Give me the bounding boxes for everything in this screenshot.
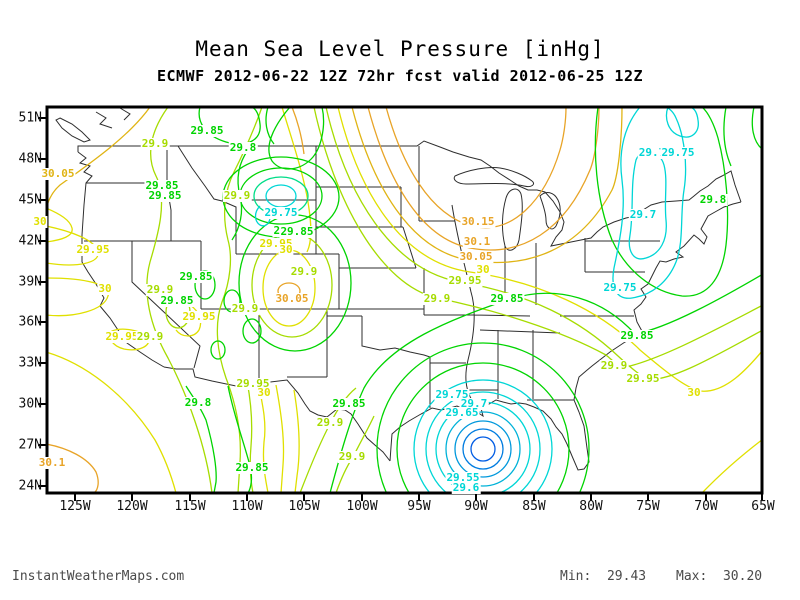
contour-label: 29.85	[144, 179, 180, 192]
contour-label: 30	[256, 386, 272, 399]
contour-label: 29.75	[660, 146, 696, 159]
contour-label: 30.05	[458, 250, 494, 263]
contour-label: 30	[278, 243, 294, 256]
contour-label: 30.05	[274, 292, 310, 305]
contour-label: 30.05	[40, 167, 76, 180]
contour-label: 29.85	[147, 189, 183, 202]
contour-label: 29.95	[181, 310, 217, 323]
contour-label: 30	[475, 263, 491, 276]
lat-tick-label: 24N	[18, 478, 42, 494]
contour-label: 29.55	[445, 471, 481, 484]
contour-label: 30.15	[460, 215, 496, 228]
contour-label: 29.95	[75, 243, 111, 256]
lon-tick-label: 125W	[59, 499, 91, 514]
contour-label: 29.85	[619, 329, 655, 342]
lon-tick-label: 75W	[636, 499, 660, 514]
contour-label: 29.9	[222, 189, 252, 202]
contour-label: 29.9	[140, 137, 170, 150]
contour-label: 29.7	[628, 208, 658, 221]
contour-label: 29.9	[337, 450, 367, 463]
contour-label: 29.85	[189, 124, 225, 137]
contour-label: 30	[97, 282, 113, 295]
lat-tick-label: 30N	[18, 396, 42, 412]
contour-label: 29.95	[235, 377, 271, 390]
lon-tick-label: 90W	[464, 499, 488, 514]
contours-blue	[445, 411, 521, 487]
contour-label: 29.9	[289, 265, 319, 278]
lon-tick-label: 120W	[116, 499, 148, 514]
contour-label: 29.75	[263, 206, 299, 219]
contours-cyan	[254, 107, 699, 493]
contour-label: 29.9	[145, 283, 175, 296]
lat-tick-label: 33N	[18, 355, 42, 371]
contour-label: 29.85	[489, 292, 525, 305]
map-subtitle: ECMWF 2012-06-22 12Z 72hr fcst valid 201…	[156, 67, 644, 85]
lon-tick-label: 105W	[288, 499, 320, 514]
contour-label: 29.85	[159, 294, 195, 307]
lon-tick-label: 115W	[174, 499, 206, 514]
contour-label: 29.9	[315, 416, 345, 429]
contours-yellow	[47, 107, 762, 493]
lon-tick-label: 65W	[751, 499, 775, 514]
lon-tick-label: 100W	[346, 499, 378, 514]
site-credit: InstantWeatherMaps.com	[12, 569, 185, 584]
lon-tick-label: 85W	[522, 499, 546, 514]
contour-label: 29.6	[451, 481, 481, 494]
contours-orange	[47, 107, 600, 493]
lat-tick-label: 48N	[18, 151, 42, 167]
lon-tick-label: 70W	[694, 499, 718, 514]
contour-label: 29.9	[230, 302, 260, 315]
max-value-readout: Max: 30.20	[676, 569, 763, 584]
contour-label: 29.75	[602, 281, 638, 294]
contour-label: 29.85	[178, 270, 214, 283]
lon-tick-label: 80W	[579, 499, 603, 514]
contour-label: 29.95	[625, 372, 661, 385]
contours-yellowgreen	[146, 107, 762, 493]
contour-label: 29.9	[599, 359, 629, 372]
lat-tick-label: 39N	[18, 274, 42, 290]
contour-label: 30.1	[462, 235, 492, 248]
lat-tick-label: 36N	[18, 314, 42, 330]
lat-tick-label: 42N	[18, 233, 42, 249]
contour-label: 29.8	[183, 396, 213, 409]
contour-label: 29.85	[279, 225, 315, 238]
contour-label: 29.95	[104, 330, 140, 343]
lat-tick-label: 27N	[18, 437, 42, 453]
lat-tick-label: 51N	[18, 110, 42, 126]
contour-label: 29.65	[444, 406, 480, 419]
contour-label: 29.7	[637, 146, 667, 159]
lon-tick-label: 110W	[231, 499, 263, 514]
lat-tick-label: 45N	[18, 192, 42, 208]
contour-label: 29.8	[228, 141, 258, 154]
contour-label: 29.85	[234, 461, 270, 474]
contour-label: 29.9	[422, 292, 452, 305]
lon-tick-label: 95W	[407, 499, 431, 514]
contours-gold	[47, 107, 623, 264]
contour-label: 30.1	[37, 456, 67, 469]
contour-label: 30	[32, 215, 48, 228]
contour-label: 29.8	[698, 193, 728, 206]
map-title: Mean Sea Level Pressure [inHg]	[195, 37, 605, 61]
contour-label: 30	[686, 386, 702, 399]
contour-label: 29.85	[331, 397, 367, 410]
contour-label: 29.9	[135, 330, 165, 343]
map-frame	[45, 105, 764, 495]
min-value-readout: Min: 29.43	[560, 569, 647, 584]
contour-label: 29.95	[447, 274, 483, 287]
